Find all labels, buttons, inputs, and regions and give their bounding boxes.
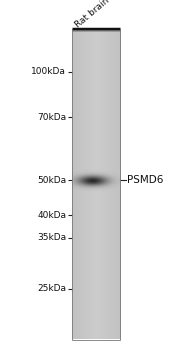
Text: 40kDa: 40kDa xyxy=(37,211,66,220)
Text: PSMD6: PSMD6 xyxy=(127,175,164,185)
Text: 35kDa: 35kDa xyxy=(37,233,66,243)
Text: 50kDa: 50kDa xyxy=(37,176,66,185)
Bar xyxy=(72,30,120,340)
Text: Rat brain: Rat brain xyxy=(74,0,111,29)
Text: 70kDa: 70kDa xyxy=(37,113,66,122)
Text: 25kDa: 25kDa xyxy=(37,284,66,293)
Text: 100kDa: 100kDa xyxy=(31,67,66,76)
